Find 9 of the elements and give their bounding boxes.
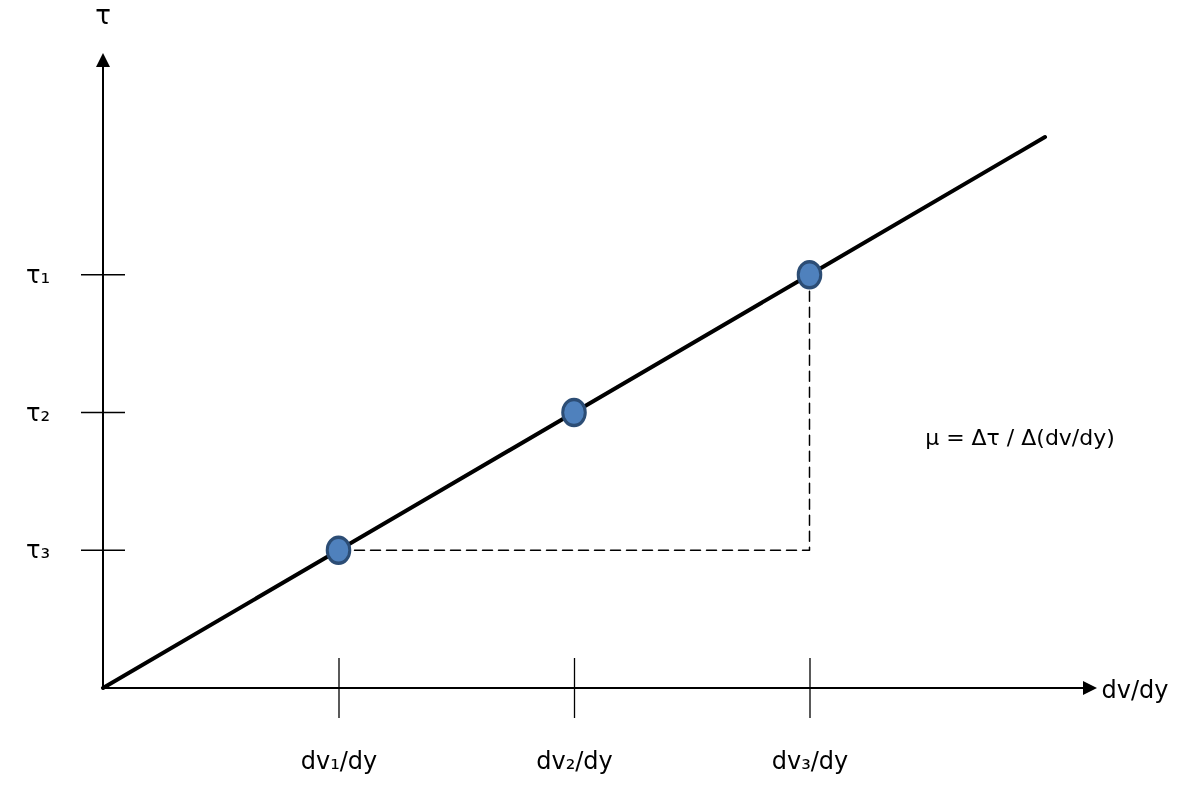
ref-line-label: τ₁ [25,260,51,289]
annotation: μ = Δτ / Δ(dv/dy) [925,425,1115,450]
ref-line-label: τ₂ [25,398,51,427]
x-tick-label: dv₁/dy [300,747,378,776]
y-axis-title: τ [95,0,111,30]
x-axis-title: dv/dy [1101,676,1169,704]
x-tick-label: dv₃/dy [771,747,849,776]
ref-line-label: τ₃ [25,536,51,565]
x-tick-label: dv₂/dy [536,747,613,776]
